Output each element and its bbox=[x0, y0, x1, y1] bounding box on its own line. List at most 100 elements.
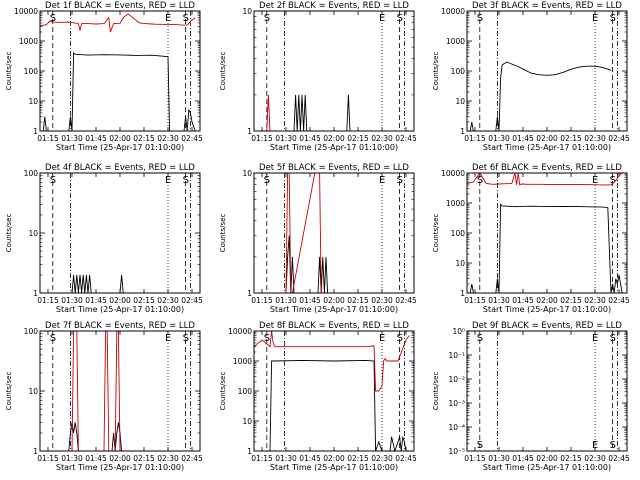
x-tick-label: 02:45 bbox=[181, 454, 203, 463]
plot-frame bbox=[39, 10, 201, 132]
y-tick-label: 10 bbox=[455, 259, 465, 268]
y-tick-label: 100 bbox=[24, 67, 39, 76]
series-events bbox=[40, 51, 196, 132]
x-tick-label: 01:30 bbox=[275, 296, 297, 305]
x-tick-label: 02:45 bbox=[395, 134, 417, 143]
time-marker-label-bottom: S bbox=[610, 440, 616, 451]
time-marker-label: S bbox=[477, 13, 483, 24]
time-marker-label: E bbox=[379, 333, 385, 344]
time-marker-label-bottom: S bbox=[477, 440, 483, 451]
x-tick-label: 02:15 bbox=[560, 134, 582, 143]
x-tick-label: 02:00 bbox=[109, 454, 131, 463]
chart-title: Det 9f BLACK = Events, RED = LLD bbox=[472, 321, 622, 331]
y-tick-label: 1000 bbox=[446, 199, 465, 208]
time-marker-label: E bbox=[592, 175, 598, 186]
series-events bbox=[254, 94, 414, 132]
time-marker-label: E bbox=[592, 333, 598, 344]
chart-title: Det 3f BLACK = Events, RED = LLD bbox=[472, 1, 622, 11]
chart-panel-4: Det 4f BLACK = Events, RED = LLD Counts/s… bbox=[5, 163, 203, 314]
x-tick-label: 02:15 bbox=[347, 134, 369, 143]
y-tick-label: 1000 bbox=[19, 37, 38, 46]
chart-panel-8: Det 8f BLACK = Events, RED = LLD Counts/s… bbox=[219, 321, 417, 472]
x-tick-label: 02:15 bbox=[133, 296, 155, 305]
time-marker-label: E bbox=[165, 175, 171, 186]
chart-panel-6: Det 6f BLACK = Events, RED = LLD Counts/s… bbox=[432, 163, 630, 314]
time-marker-label: E bbox=[379, 175, 385, 186]
time-marker-label: S bbox=[610, 175, 616, 186]
x-tick-label: 02:30 bbox=[371, 134, 393, 143]
x-axis-label: Start Time (25-Apr-17 01:10:00) bbox=[483, 143, 611, 152]
x-tick-label: 01:45 bbox=[512, 454, 534, 463]
chart-panel-3: Det 3f BLACK = Events, RED = LLD Counts/s… bbox=[432, 1, 630, 152]
x-tick-label: 01:15 bbox=[251, 296, 273, 305]
x-tick-label: 01:45 bbox=[299, 134, 321, 143]
x-tick-label: 01:30 bbox=[275, 454, 297, 463]
time-marker-label: E bbox=[379, 13, 385, 24]
series-events bbox=[254, 359, 407, 453]
chart-title: Det 6f BLACK = Events, RED = LLD bbox=[472, 163, 622, 173]
plot-frame bbox=[39, 330, 201, 452]
y-tick-label: 1 bbox=[460, 289, 465, 298]
y-axis-label: Counts/sec bbox=[219, 372, 227, 411]
time-marker-label: S bbox=[397, 175, 403, 186]
x-tick-label: 02:00 bbox=[536, 134, 558, 143]
y-axis-label: Counts/sec bbox=[5, 214, 13, 253]
y-tick-label: 1000 bbox=[446, 37, 465, 46]
x-axis-label: Start Time (25-Apr-17 01:10:00) bbox=[483, 463, 611, 472]
y-axis-label: Counts/sec bbox=[5, 372, 13, 411]
x-tick-label: 01:45 bbox=[85, 296, 107, 305]
x-tick-label: 02:30 bbox=[157, 454, 179, 463]
y-tick-label: 1 bbox=[247, 447, 252, 456]
y-tick-label: 10 bbox=[242, 7, 252, 16]
plot-frame bbox=[253, 330, 415, 452]
plot-frame bbox=[253, 172, 415, 294]
x-tick-label: 02:45 bbox=[181, 134, 203, 143]
time-marker-label: S bbox=[183, 333, 189, 344]
x-tick-label: 01:15 bbox=[37, 454, 59, 463]
x-tick-label: 01:45 bbox=[299, 296, 321, 305]
chart-title: Det 5f BLACK = Events, RED = LLD bbox=[259, 163, 409, 173]
x-axis-label: Start Time (25-Apr-17 01:10:00) bbox=[270, 143, 398, 152]
y-tick-label: 10⁻² bbox=[448, 375, 465, 384]
y-axis-label: Counts/sec bbox=[219, 52, 227, 91]
chart-title: Det 4f BLACK = Events, RED = LLD bbox=[45, 163, 195, 173]
series-events bbox=[71, 274, 124, 294]
y-tick-label: 1 bbox=[33, 289, 38, 298]
chart-panel-2: Det 2f BLACK = Events, RED = LLD Counts/s… bbox=[219, 1, 417, 152]
chart-panel-1: Det 1f BLACK = Events, RED = LLD Counts/s… bbox=[5, 1, 203, 152]
time-marker-label: S bbox=[477, 175, 483, 186]
time-marker-label: S bbox=[397, 333, 403, 344]
x-axis-label: Start Time (25-Apr-17 01:10:00) bbox=[270, 305, 398, 314]
x-tick-label: 02:30 bbox=[584, 296, 606, 305]
time-marker-label: S bbox=[264, 13, 270, 24]
y-tick-label: 10 bbox=[28, 229, 38, 238]
series-lld bbox=[39, 13, 196, 33]
time-marker-label: S bbox=[477, 333, 483, 344]
y-tick-label: 10 bbox=[455, 97, 465, 106]
time-marker-label: S bbox=[610, 13, 616, 24]
x-tick-label: 02:00 bbox=[536, 296, 558, 305]
series-events bbox=[68, 422, 123, 452]
x-axis-label: Start Time (25-Apr-17 01:10:00) bbox=[56, 143, 184, 152]
time-marker-label: S bbox=[50, 13, 56, 24]
x-axis-label: Start Time (25-Apr-17 01:10:00) bbox=[270, 463, 398, 472]
x-tick-label: 01:15 bbox=[251, 134, 273, 143]
y-tick-label: 10 bbox=[242, 417, 252, 426]
y-axis-label: Counts/sec bbox=[219, 214, 227, 253]
y-tick-label: 10000 bbox=[228, 327, 252, 336]
y-tick-label: 10⁻⁵ bbox=[448, 447, 465, 456]
time-marker-label: S bbox=[397, 13, 403, 24]
time-marker-label: E bbox=[165, 13, 171, 24]
x-axis-label: Start Time (25-Apr-17 01:10:00) bbox=[56, 463, 184, 472]
time-marker-label: E bbox=[165, 333, 171, 344]
x-tick-label: 01:30 bbox=[488, 296, 510, 305]
x-tick-label: 01:15 bbox=[464, 454, 486, 463]
y-tick-label: 10000 bbox=[441, 169, 465, 178]
time-marker-label: S bbox=[183, 175, 189, 186]
x-tick-label: 02:30 bbox=[584, 454, 606, 463]
x-axis-label: Start Time (25-Apr-17 01:10:00) bbox=[56, 305, 184, 314]
y-tick-label: 1 bbox=[33, 127, 38, 136]
y-tick-label: 100 bbox=[238, 387, 253, 396]
x-tick-label: 02:15 bbox=[560, 454, 582, 463]
x-tick-label: 01:30 bbox=[61, 454, 83, 463]
